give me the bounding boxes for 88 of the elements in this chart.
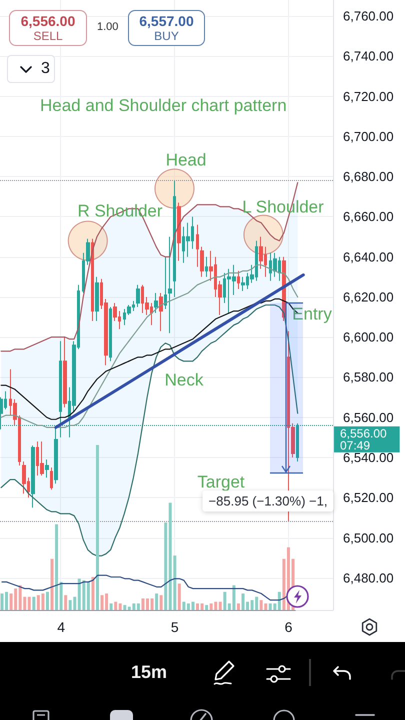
bar <box>32 596 36 610</box>
y-tick-label: 6,640.00 <box>343 249 394 264</box>
candlestick <box>63 336 67 408</box>
bar <box>260 600 263 610</box>
bar <box>91 577 94 610</box>
bar <box>28 596 31 610</box>
bar <box>173 556 176 610</box>
candlestick <box>59 340 62 438</box>
bar <box>86 582 90 610</box>
annotation: 6,556.00 <box>20 13 76 29</box>
bar <box>160 595 163 610</box>
candlestick <box>159 292 163 332</box>
candlestick <box>173 180 176 298</box>
bar <box>46 592 49 610</box>
candlestick <box>154 292 158 314</box>
y-tick-label: 6,660.00 <box>343 209 394 224</box>
candlestick <box>205 256 208 278</box>
annotation: 1.00 <box>97 21 118 33</box>
bar <box>50 558 54 610</box>
y-tick-label: 6,720.00 <box>343 88 394 104</box>
dropdown: 3 <box>7 55 55 83</box>
bar <box>278 592 281 610</box>
y-tick-label: 6,580.00 <box>343 370 394 385</box>
bar <box>236 603 240 610</box>
bar <box>96 445 99 610</box>
candlestick <box>273 252 277 278</box>
y-tick-label: 6,740.00 <box>343 48 394 64</box>
candlestick <box>91 238 94 322</box>
y-tick-label: 6,700.00 <box>343 128 394 144</box>
x-tick-label: 5 <box>170 619 179 635</box>
bar <box>200 603 204 610</box>
candlestick <box>40 440 44 476</box>
candlestick <box>237 270 240 290</box>
ref-line-label: 6,556.00 07:49 <box>340 426 388 452</box>
candlestick <box>31 444 35 508</box>
y-tick-label: 6,500.00 <box>343 530 394 546</box>
annotation: Target <box>197 472 245 492</box>
bar <box>136 603 140 610</box>
text: Head and Shoulder chart pattern <box>40 96 287 115</box>
annotation: SELL <box>33 29 63 43</box>
candlestick <box>196 224 199 268</box>
bar <box>109 603 112 610</box>
bar <box>104 594 108 610</box>
buy-button: 6,557.00 BUY <box>128 10 205 46</box>
annotation: Neck <box>164 370 204 390</box>
bar <box>68 600 72 610</box>
x-tick-label: 4 <box>57 619 66 635</box>
candlestick <box>54 426 58 484</box>
bar <box>218 602 222 610</box>
y-tick-label: 6,540.00 <box>343 450 394 465</box>
candlestick <box>50 467 53 490</box>
y-tick-label: 6,520.00 <box>343 490 394 506</box>
annotation: Head <box>166 150 206 170</box>
bar <box>150 598 154 610</box>
candlestick <box>95 276 99 322</box>
bar <box>41 594 44 610</box>
sell-button: 6,556.00 SELL <box>9 10 87 46</box>
candlestick <box>177 202 181 262</box>
bar <box>204 605 208 610</box>
bar <box>64 595 68 610</box>
bar <box>232 585 236 610</box>
bar <box>154 594 158 610</box>
annotation: −85.95 (−1.30%) −1, <box>208 494 328 508</box>
bar <box>191 602 194 610</box>
candlestick <box>136 284 140 308</box>
bar <box>210 603 213 610</box>
candlestick <box>200 246 204 278</box>
candlestick <box>168 236 172 334</box>
text: 15m <box>131 662 168 682</box>
y-tick-label: 6,600.00 <box>343 330 394 345</box>
candlestick <box>164 256 167 310</box>
annotation: 3 <box>41 60 50 77</box>
candlestick <box>45 459 49 478</box>
x-tick-label: 6 <box>284 619 292 635</box>
annotation: BUY <box>154 29 179 43</box>
candlestick <box>241 276 245 292</box>
y-tick-label: 6,620.00 <box>343 289 394 304</box>
y-tick-label: 6,680.00 <box>343 169 394 184</box>
candlestick <box>109 306 112 362</box>
candlestick <box>22 461 26 494</box>
y-tick-label: 6,760.00 <box>343 8 394 24</box>
annotation: Entry <box>292 304 332 324</box>
y-tick-label: 6,480.00 <box>343 570 394 586</box>
y-tick-label: 6,560.00 <box>343 410 394 425</box>
annotation: 6,557.00 <box>139 13 194 29</box>
bar <box>178 584 181 610</box>
bar <box>4 592 8 610</box>
bar <box>114 602 118 610</box>
